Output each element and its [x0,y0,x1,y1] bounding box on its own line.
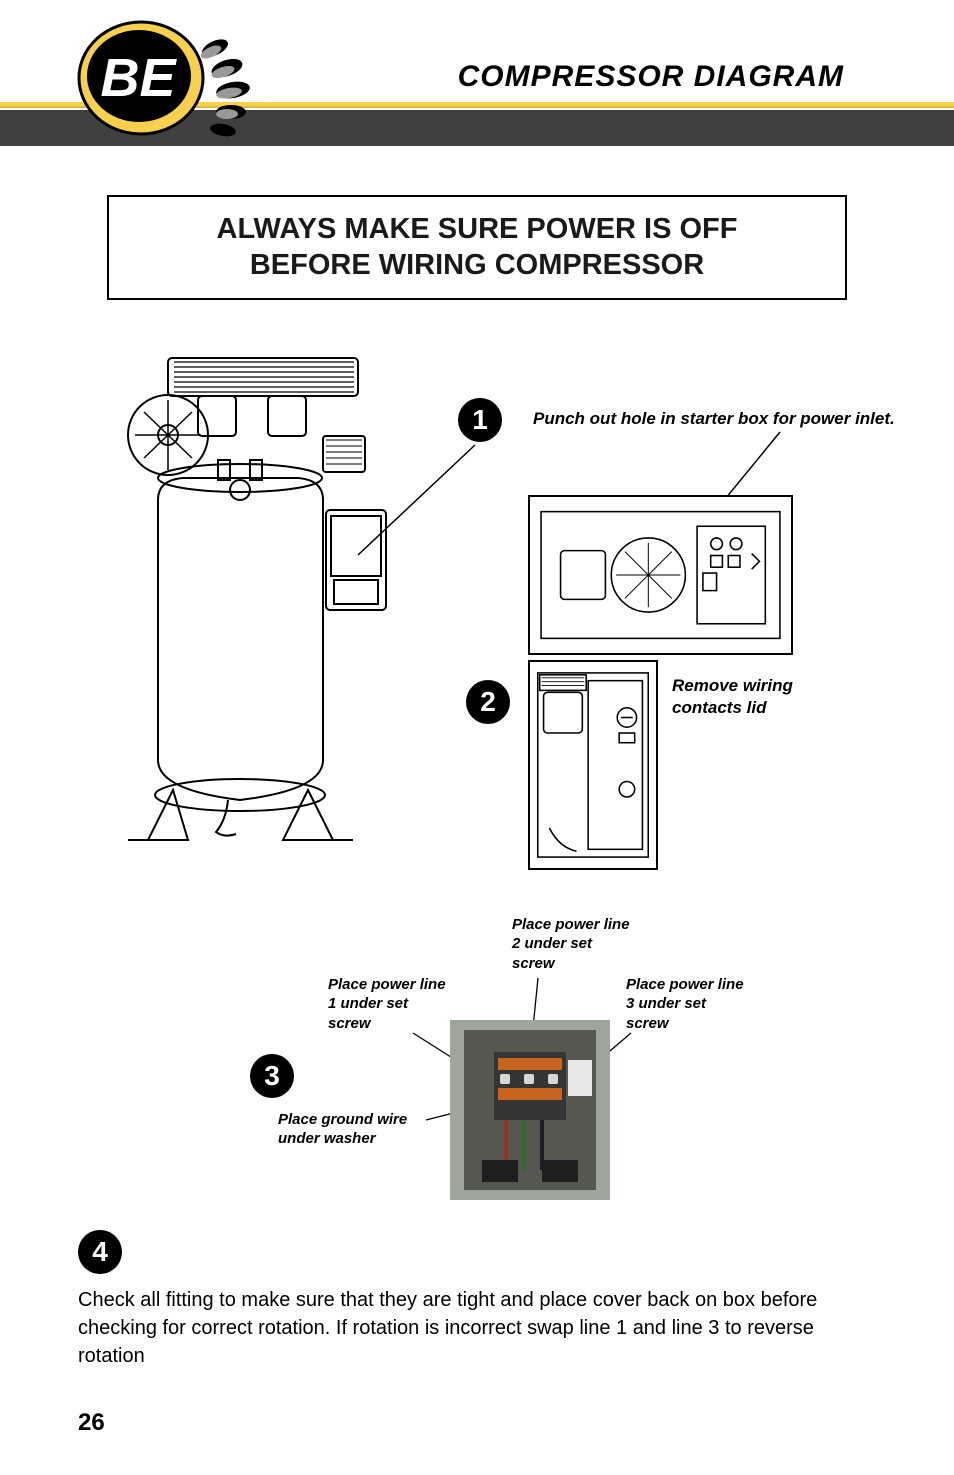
warning-line-2: BEFORE WIRING COMPRESSOR [129,247,825,283]
page-title: COMPRESSOR DIAGRAM [458,60,844,94]
step-4-number: 4 [78,1230,122,1274]
step-4-num-text: 4 [92,1236,108,1268]
warning-box: ALWAYS MAKE SURE POWER IS OFF BEFORE WIR… [107,195,847,300]
step-3-label-line2: Place power line 2 under set screw [512,915,632,974]
diagram-area: 1 Punch out hole in starter box for powe… [78,340,876,1220]
step-3-number: 3 [250,1054,294,1098]
step-2-illustration [528,660,658,870]
page-content: ALWAYS MAKE SURE POWER IS OFF BEFORE WIR… [0,155,954,1370]
step-4-text: Check all fitting to make sure that they… [78,1286,876,1370]
step-3-label-ground: Place ground wire under washer [278,1110,448,1149]
page-number: 26 [78,1409,105,1437]
svg-text:BE: BE [100,48,177,108]
step-1-illustration [528,495,793,655]
step-2-num-text: 2 [480,686,496,718]
step-3-label-line1: Place power line 1 under set screw [328,975,448,1034]
step-1-number: 1 [458,398,502,442]
step-3-photo [450,1020,610,1200]
step-4-area: 4 Check all fitting to make sure that th… [78,1230,876,1370]
warning-line-1: ALWAYS MAKE SURE POWER IS OFF [129,211,825,247]
step-2-text: Remove wiring contacts lid [672,675,842,719]
compressor-illustration [68,340,418,860]
step-2-number: 2 [466,680,510,724]
step-1-text: Punch out hole in starter box for power … [533,408,903,430]
step-1-num-text: 1 [472,404,488,436]
brand-logo: BE [75,18,255,158]
page-header: BE COMPRESSOR DIAGRAM [0,0,954,155]
step-3-label-line3: Place power line 3 under set screw [626,975,746,1034]
step-3-num-text: 3 [264,1060,280,1092]
